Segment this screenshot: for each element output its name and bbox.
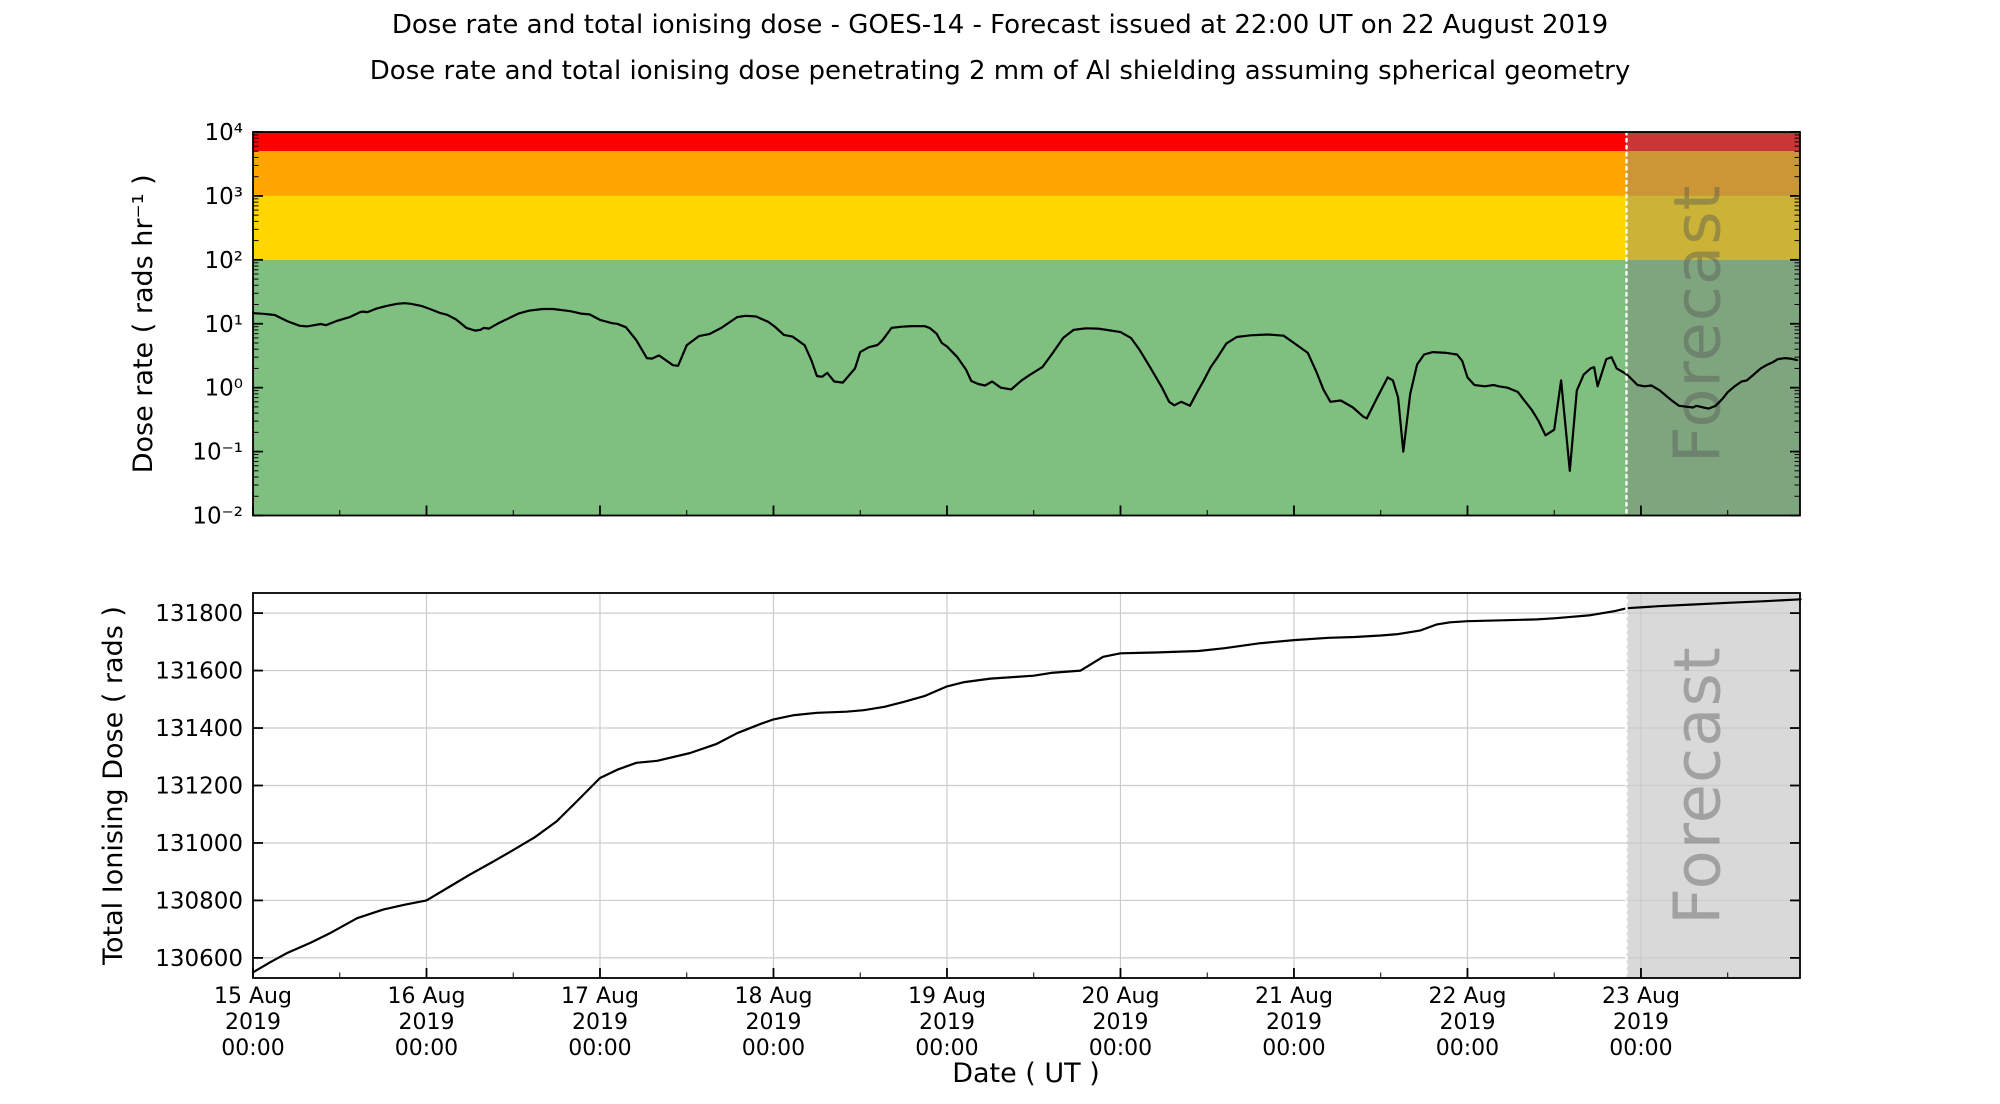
total-dose-ytick-label: 131800	[155, 601, 243, 627]
date-tick-label: 15 Aug 2019 00:00	[214, 984, 292, 1061]
date-tick-labels: 15 Aug 2019 00:00 16 Aug 2019 00:00 17 Aug 2019…	[214, 984, 1680, 1061]
chart-subtitle: Dose rate and total ionising dose penetr…	[370, 56, 1630, 86]
gold-band	[253, 195, 1800, 260]
forecast-watermark-bottom: Forecast	[1661, 646, 1735, 925]
dose-rate-ytick-label: 10³	[205, 184, 244, 210]
dose-rate-plot-border	[252, 131, 1801, 517]
date-tick-label: 17 Aug 2019 00:00	[561, 984, 639, 1061]
dose-rate-axes-ticks: 10⁴ 10³ 10² 10¹ 10⁰ 10⁻¹ 10⁻²	[192, 120, 1800, 530]
dose-rate-ytick-label: 10⁻²	[192, 504, 243, 530]
total-dose-plot: Forecast 1306001308001310001312001314001…	[98, 591, 1802, 980]
total-dose-gridlines	[253, 593, 1800, 978]
orange-band	[253, 151, 1800, 196]
date-tick-label: 19 Aug 2019 00:00	[908, 984, 986, 1061]
forecast-watermark-top: Forecast	[1661, 184, 1735, 463]
dose-rate-ytick-label: 10⁻¹	[192, 440, 243, 466]
total-dose-ytick-label: 130800	[155, 888, 243, 914]
threshold-bands	[253, 132, 1800, 516]
chart-title: Dose rate and total ionising dose - GOES…	[392, 10, 1608, 40]
x-axis-label: Date ( UT )	[952, 1058, 1100, 1089]
dose-rate-ytick-label: 10⁰	[205, 376, 244, 402]
total-dose-ytick-label: 131200	[155, 774, 243, 800]
date-tick-label: 23 Aug 2019 00:00	[1602, 984, 1680, 1061]
red-band	[253, 132, 1800, 152]
dose-rate-plot: Forecast 10⁴ 10³ 10² 10¹ 10⁰ 10⁻¹ 10⁻² Dose ra…	[128, 120, 1801, 530]
total-dose-plot-border	[252, 592, 1801, 979]
dose-rate-curve	[251, 302, 1799, 472]
total-dose-ylabel: Total Ionising Dose ( rads )	[98, 606, 129, 966]
date-tick-label: 21 Aug 2019 00:00	[1255, 984, 1333, 1061]
dose-rate-ytick-label: 10¹	[205, 312, 244, 338]
green-band	[253, 259, 1800, 516]
total-dose-axes-ticks: 130600 130800 131000 131200 131400 131600 1318…	[155, 601, 1800, 978]
total-dose-ytick-label: 130600	[155, 946, 243, 972]
date-tick-label: 22 Aug 2019 00:00	[1428, 984, 1506, 1061]
forecast-region-top	[1626, 132, 1800, 516]
date-tick-label: 20 Aug 2019 00:00	[1081, 984, 1159, 1061]
date-tick-label: 16 Aug 2019 00:00	[388, 984, 466, 1061]
dose-rate-ytick-label: 10²	[205, 248, 244, 274]
total-dose-ytick-label: 131400	[155, 716, 243, 742]
dose-rate-ytick-label: 10⁴	[205, 120, 244, 146]
dose-rate-ylabel: Dose rate ( rads hr⁻¹ )	[128, 174, 159, 473]
total-dose-ytick-label: 131600	[155, 659, 243, 685]
date-tick-label: 18 Aug 2019 00:00	[735, 984, 813, 1061]
total-dose-curve	[251, 598, 1802, 974]
total-dose-ytick-label: 131000	[155, 831, 243, 857]
